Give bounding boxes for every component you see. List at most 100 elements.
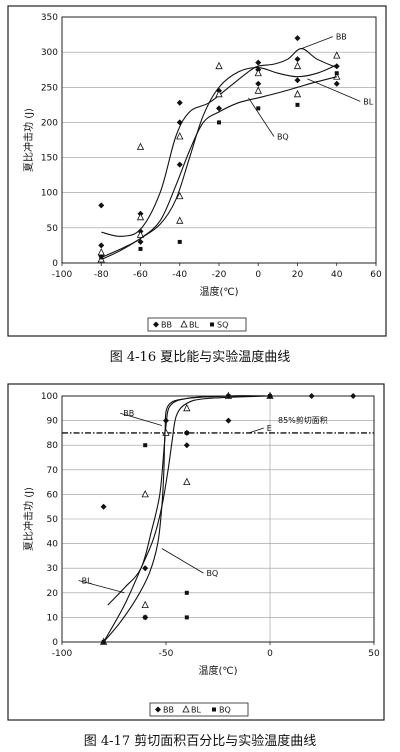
chart-2-y-tick-label: 10 [47,613,59,623]
chart-2-y-tick-label: 90 [47,417,59,427]
chart-1-svg: 0 50 100 150 200 250 300 350 -100 -80 -60 -40 -20 0 20… [7,5,387,337]
chart-2-series-bq-point [268,394,272,398]
chart-2-legend-marker-bb [155,706,161,713]
chart-2-annotation-leader [78,580,125,594]
chart-1-series-bl-point [293,89,302,98]
chart-1-series-sq-point [256,106,261,111]
chart-2-series-bb-point [225,417,232,424]
chart-1-x-axis-label: 温度(℃) [199,285,238,298]
chart-2-series-bl-point [183,477,191,485]
chart-panel-2: 0 10 20 30 40 50 60 70 80 90 100 -100 -50 0 50 温度(℃) 夏比冲… [0,376,400,752]
chart-2-series-bq-point [184,430,189,435]
chart-2-x-tick-label: 0 [267,649,273,659]
chart-1-series-bl-point [97,248,105,256]
chart-2-y-tick-label: 40 [47,540,59,550]
chart-2-annotation-label: BB [123,409,134,418]
chart-1-series-bl-point [215,89,223,98]
chart-2-x-tick-label: 50 [368,649,380,659]
chart-2-legend: BB BL BQ [149,702,249,717]
chart-2-reference-line-label: 85%剪切面积 [278,415,328,425]
chart-1-x-tick-label: 20 [292,270,304,280]
chart-1-series-sq-point [177,239,182,244]
chart-1-series-bl-point [254,68,262,77]
chart-1-x-tick-label: -100 [52,270,73,280]
chart-1-series-sq-point [295,102,300,107]
chart-2-series-bl-point [183,403,191,412]
chart-2-x-tick-label: -100 [52,649,73,659]
chart-2-y-tick-label: 60 [47,490,59,500]
chart-2-series-bq-point [184,615,189,620]
chart-2-x-tick-label: -50 [159,649,174,659]
chart-1-y-axis-label: 夏比冲击功 (J) [22,108,35,172]
chart-2-y-tick-label: 100 [41,392,58,402]
chart-2-caption: 图 4-17 剪切面积百分比与实验温度曲线 [83,734,317,749]
chart-1-series-bl [97,51,341,263]
chart-2-annotation-leader [161,548,204,574]
chart-1-x-tick-label: -80 [94,270,109,280]
chart-1-series-bl-point [136,142,145,150]
chart-1-legend-box [147,317,247,332]
chart-2-series-bb-point [183,442,190,449]
chart-2-annotation-leader [120,412,162,426]
chart-1-series-bl-point [176,132,184,140]
chart-1-y-tick-label: 250 [41,83,58,93]
chart-2-series-bq-point [184,590,189,595]
chart-2-series-bq-point [143,615,148,620]
chart-1-series-sq-point [99,255,104,260]
chart-1-series-bb-point [176,161,183,168]
chart-2-series-bb-point [308,393,315,399]
chart-1-series-bb-point [333,80,340,87]
chart-2-annotation-label: BQ [206,569,218,578]
chart-1-legend-label-sq: SQ [217,321,228,330]
chart-1-legend-label-bl: BL [189,321,199,330]
chart-1-series-sq-curve [101,76,337,258]
chart-1-annotation-leader [301,36,333,50]
chart-1-series-bb-point [176,99,183,106]
chart-2-legend-label-bl: BL [191,706,201,715]
chart-1-x-tick-label: 40 [331,270,343,280]
chart-1-y-tick-label: 0 [52,259,58,269]
chart-1-x-tick-label: -20 [212,270,227,280]
chart-1-series-sq-point [217,120,221,125]
chart-1-annotation-label: BQ [277,132,289,141]
chart-1-series-bb-point [216,105,222,112]
chart-1-series-bl-point [136,212,145,221]
chart-1-legend: BB BL SQ [147,317,247,332]
chart-1-series-bb-point [333,63,340,70]
chart-1-frame [7,5,387,337]
chart-1-gridlines [62,16,376,264]
chart-1-series-bb-point [176,119,183,126]
chart-1-series-bb-point [98,242,105,249]
chart-1-series-sq-point [138,246,143,251]
chart-2-y-tick-label: 0 [52,638,58,648]
chart-2-annotation-label: E [267,424,272,433]
chart-1-x-tick-label: -40 [172,270,187,280]
chart-2-y-axis-label: 夏比冲击功 (J) [22,487,35,551]
chart-1-series-bb-point [98,202,105,209]
chart-1-series-bl-point [333,51,341,59]
chart-1-series-bb-point [294,56,301,63]
chart-1-series-sq [99,71,339,260]
chart-1-legend-marker-bl [180,320,188,328]
chart-1-legend-marker-bb [153,321,159,328]
chart-2-y-tick-label: 20 [47,589,59,599]
chart-1-series-bb-point [255,80,262,87]
chart-1-series-sq-point [334,71,339,76]
chart-1-series-bl-point [254,86,262,94]
chart-2-series-bq-point [101,640,106,644]
chart-1-series-bb-point [137,238,144,245]
chart-1-series-bl-point [215,61,223,70]
chart-2-y-tick-label: 70 [47,466,59,476]
chart-1-series-bb-curve [101,48,338,237]
chart-2-series-bl-point [141,600,149,608]
chart-2-series-bq-point [143,443,148,448]
chart-2-svg: 0 10 20 30 40 50 60 70 80 90 100 -100 -50 0 50 温度(℃) 夏比冲… [7,383,385,721]
chart-2-series-bl-curve [103,395,271,643]
chart-1-y-tick-label: 300 [41,48,58,58]
chart-1-series-bl-point [176,191,184,200]
chart-2-annotation-label: BL [82,577,92,586]
chart-2-y-tick-label: 30 [47,564,59,574]
chart-2-series-bb-point [350,393,357,399]
chart-1-series-bb-point [255,59,262,66]
chart-1-caption: 图 4-16 夏比能与实验温度曲线 [109,350,291,365]
